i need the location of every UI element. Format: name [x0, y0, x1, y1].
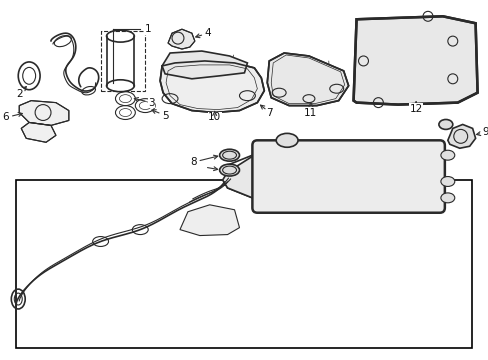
Text: 5: 5	[152, 110, 168, 121]
Text: 8: 8	[190, 155, 217, 167]
Polygon shape	[168, 29, 194, 49]
Polygon shape	[447, 125, 475, 148]
Polygon shape	[353, 16, 477, 105]
Ellipse shape	[219, 149, 239, 161]
Ellipse shape	[440, 193, 454, 203]
Ellipse shape	[440, 176, 454, 186]
Polygon shape	[162, 51, 247, 79]
Polygon shape	[267, 53, 348, 105]
Ellipse shape	[438, 120, 452, 129]
Polygon shape	[19, 101, 69, 125]
Polygon shape	[21, 122, 56, 142]
Bar	[16, 180, 471, 348]
Text: 7: 7	[265, 108, 272, 117]
Ellipse shape	[276, 133, 297, 147]
Text: 2: 2	[16, 87, 26, 99]
Polygon shape	[222, 153, 257, 200]
Text: 6: 6	[3, 112, 22, 122]
Bar	[101, 31, 145, 91]
Text: 9: 9	[476, 127, 488, 138]
Text: 11: 11	[304, 103, 317, 117]
Polygon shape	[160, 61, 264, 113]
FancyBboxPatch shape	[252, 140, 444, 213]
Ellipse shape	[219, 164, 239, 176]
Text: 4: 4	[195, 28, 211, 38]
Text: 1: 1	[144, 24, 151, 34]
Text: 3: 3	[134, 98, 155, 108]
Text: 12: 12	[408, 102, 422, 113]
Text: 10: 10	[208, 112, 221, 122]
Ellipse shape	[440, 150, 454, 160]
Polygon shape	[180, 205, 239, 235]
